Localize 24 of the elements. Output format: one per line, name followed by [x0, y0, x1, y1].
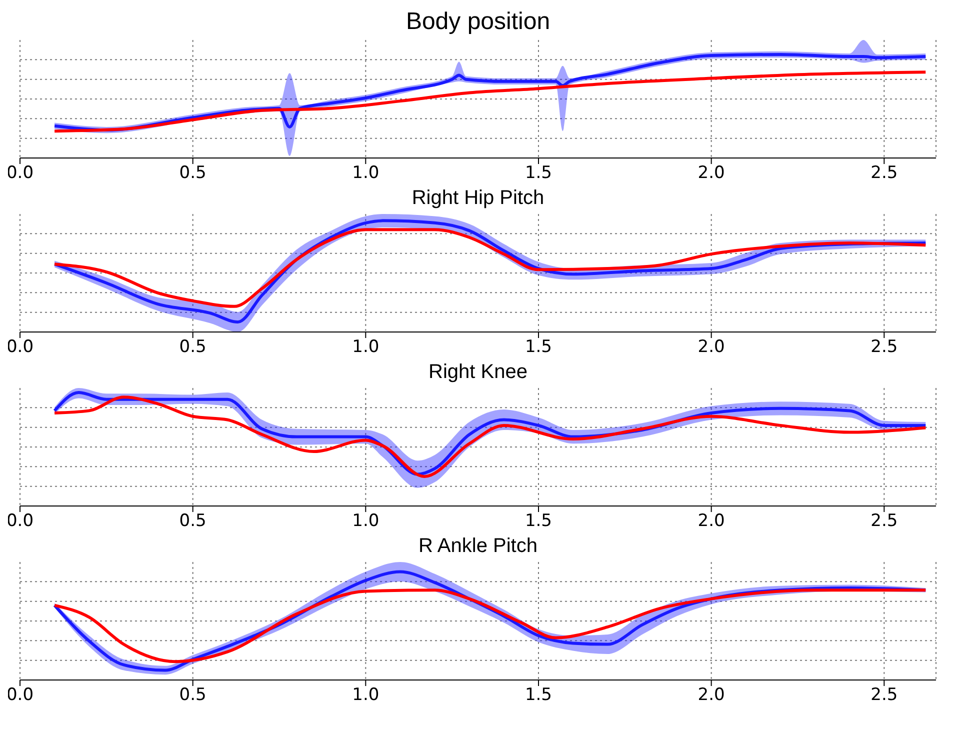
chart-title: Body position: [404, 8, 552, 36]
x-tick-label: 0.5: [179, 337, 206, 358]
x-tick-label: 1.5: [524, 163, 552, 184]
x-tick-label: 1.5: [524, 511, 552, 532]
x-tick-label: 0.5: [179, 163, 206, 184]
x-tick-label: 0.5: [179, 511, 206, 532]
x-tick-label: 2.5: [870, 511, 898, 532]
x-tick-label: 1.0: [352, 337, 380, 358]
chart-title: Right Hip Pitch: [410, 186, 546, 210]
x-tick-label: 2.0: [698, 685, 725, 706]
x-tick-label: 2.5: [870, 163, 898, 184]
x-tick-label: 2.0: [698, 511, 725, 532]
x-tick-label: 0.5: [179, 685, 206, 706]
x-tick-label: 1.0: [352, 163, 380, 184]
x-tick-label: 2.5: [870, 685, 898, 706]
x-tick-label: 2.0: [698, 337, 725, 358]
chart-title: R Ankle Pitch: [418, 534, 538, 558]
x-tick-label: 2.5: [870, 337, 898, 358]
x-tick-label: 1.5: [524, 685, 552, 706]
chart-title: Right Knee: [428, 360, 528, 384]
x-tick-label: 1.5: [524, 337, 552, 358]
x-tick-label: 1.0: [352, 685, 380, 706]
x-tick-label: 2.0: [698, 163, 725, 184]
x-tick-label: 1.0: [352, 511, 380, 532]
